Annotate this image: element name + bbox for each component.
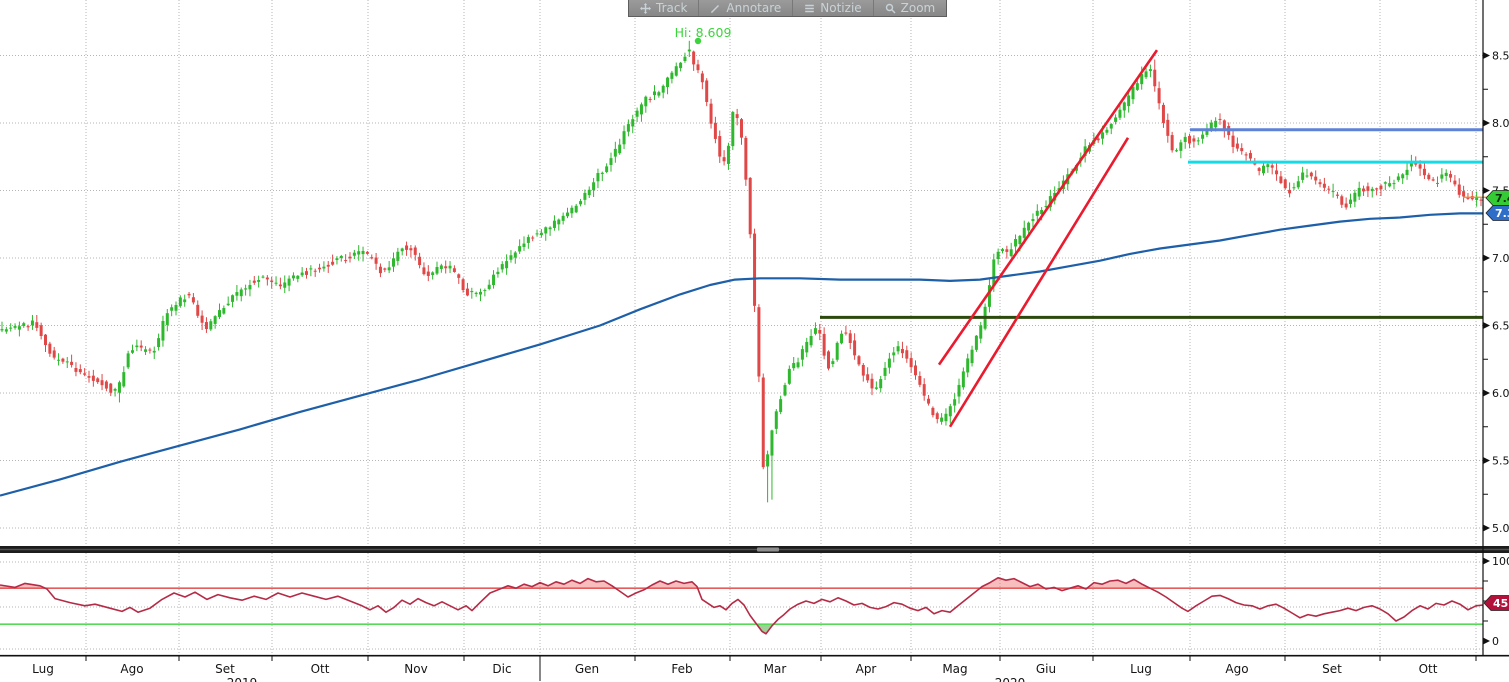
news-button[interactable]: Notizie <box>792 0 872 16</box>
month-label: Lug <box>1130 662 1152 676</box>
high-label: Hi: 8.609 <box>675 25 732 40</box>
month-label: Nov <box>404 662 427 676</box>
month-label: Feb <box>671 662 692 676</box>
price-tick-label: 7.00 <box>1492 252 1509 265</box>
grid-layer <box>0 0 1483 655</box>
price-tick-label: 5.00 <box>1492 522 1509 535</box>
price-tick-label: 8.50 <box>1492 50 1509 63</box>
annotate-button[interactable]: Annotare <box>698 0 792 16</box>
news-list-icon <box>805 4 815 12</box>
high-marker-dot <box>694 37 702 45</box>
panel-divider-handle[interactable] <box>757 547 779 552</box>
month-label: Lug <box>32 662 54 676</box>
move-icon <box>640 2 651 14</box>
month-label: Ago <box>1225 662 1248 676</box>
month-label: Mag <box>942 662 967 676</box>
price-tick-label: 6.00 <box>1492 387 1509 400</box>
zoom-label: Zoom <box>900 1 936 15</box>
year-label: 2020 <box>995 676 1026 682</box>
rsi-overbought-fill <box>0 577 1150 589</box>
ma-value-badge-value: 7.33 <box>1495 207 1509 220</box>
chart-toolbar: Track Annotare Notizie Zoom <box>628 0 948 17</box>
track-label: Track <box>656 1 688 15</box>
month-label: Ago <box>120 662 143 676</box>
price-tick-label: 6.50 <box>1492 320 1509 333</box>
track-button[interactable]: Track <box>629 0 698 16</box>
year-label: 2019 <box>227 676 258 682</box>
trend-channel[interactable] <box>937 49 1159 428</box>
annotate-label: Annotare <box>726 1 782 15</box>
news-label: Notizie <box>820 1 862 15</box>
month-label: Apr <box>856 662 877 676</box>
time-axis: Lug Ago Set Ott Nov Dic Gen Feb Mar Apr Mag Giu Lug A… <box>32 656 1477 682</box>
last-price-badge: 7.45 <box>1485 190 1509 206</box>
indicator-tick-label: 100 <box>1492 555 1509 568</box>
month-label: Set <box>1322 662 1342 676</box>
rsi-oversold-fill <box>0 624 1483 634</box>
magnifier-icon <box>885 3 896 13</box>
month-label: Set <box>215 662 235 676</box>
rsi-value-badge-value: 45.31 <box>1493 597 1509 610</box>
pencil-icon <box>711 4 720 13</box>
ma-value-badge: 7.33 <box>1485 205 1509 221</box>
price-tick-label: 5.50 <box>1492 455 1509 468</box>
month-label: Ott <box>311 662 330 676</box>
month-label: Giu <box>1036 662 1056 676</box>
candles-layer <box>0 40 1483 503</box>
price-axis: 8.508.007.507.006.506.005.505.001000 <box>1483 50 1509 648</box>
price-tick-label: 8.00 <box>1492 117 1509 130</box>
zoom-button[interactable]: Zoom <box>872 0 947 16</box>
month-label: Ott <box>1419 662 1438 676</box>
panel-separator <box>0 546 1509 553</box>
moving-average-line <box>0 212 1483 497</box>
month-label: Dic <box>492 662 511 676</box>
last-price-badge-value: 7.45 <box>1495 192 1509 205</box>
rsi-value-badge: 45.31 <box>1483 595 1509 611</box>
axes-frame <box>0 0 1509 657</box>
month-label: Mar <box>764 662 787 676</box>
rsi-line <box>0 576 1484 635</box>
month-label: Gen <box>575 662 599 676</box>
indicator-tick-label: 0 <box>1492 635 1499 648</box>
high-annotation: Hi: 8.609 <box>675 25 732 45</box>
